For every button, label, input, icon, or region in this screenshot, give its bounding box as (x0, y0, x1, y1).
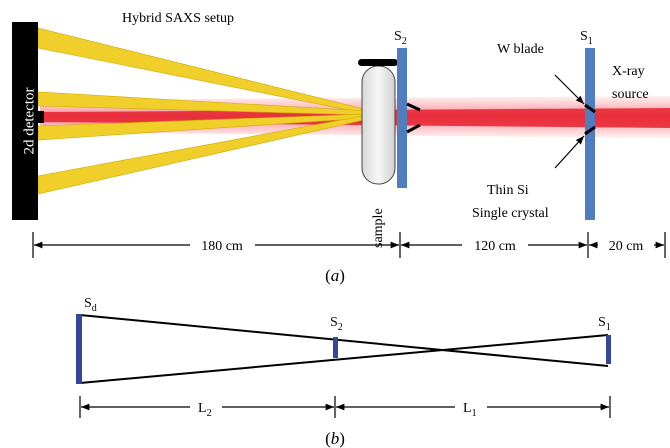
slit-base: S (84, 296, 92, 311)
length-sub: 1 (472, 408, 477, 419)
distance-label: 120 cm (474, 239, 516, 254)
slit-sub: d (92, 303, 97, 314)
slit-2-label: S2 (330, 315, 343, 333)
length-base: L (198, 401, 207, 416)
length-1-label: L1 (463, 401, 477, 419)
distance-label: 180 cm (201, 239, 243, 254)
length-sub: 2 (207, 408, 212, 419)
slit-1-label: S1 (580, 29, 593, 47)
source-label: X-ray (612, 64, 645, 79)
slit-sub: 1 (588, 36, 593, 47)
slit-sub: 2 (338, 322, 343, 333)
slit-base: S (330, 315, 338, 330)
caption-letter: a (331, 266, 340, 285)
slit-1-label: S1 (598, 315, 611, 333)
crystal-label: Single crystal (472, 206, 549, 221)
slit-base: S (580, 29, 588, 44)
panel-b-graphics (76, 314, 611, 418)
panel-a-graphics (12, 22, 670, 258)
length-2-label: L2 (198, 401, 212, 419)
source-label: source (612, 87, 649, 102)
slit-d-label: Sd (84, 296, 97, 314)
caption: (b) (325, 429, 345, 448)
crystal-label: Thin Si (487, 183, 529, 198)
distance-label: 20 cm (609, 239, 644, 254)
slit-sub: 2 (402, 36, 407, 47)
length-base: L (463, 401, 472, 416)
slit-sub: 1 (606, 322, 611, 333)
slit-2-label: S2 (394, 29, 407, 47)
slit-base: S (394, 29, 402, 44)
caption: (a) (325, 266, 345, 285)
figure: Hybrid SAXS setup 2d detector sample S2 … (0, 0, 670, 448)
w-blade-label: W blade (497, 42, 544, 57)
slit-base: S (598, 315, 606, 330)
detector-label: 2d detector (21, 87, 37, 154)
title: Hybrid SAXS setup (122, 11, 234, 26)
sample-label: sample (371, 208, 386, 248)
caption-letter: b (331, 429, 340, 448)
